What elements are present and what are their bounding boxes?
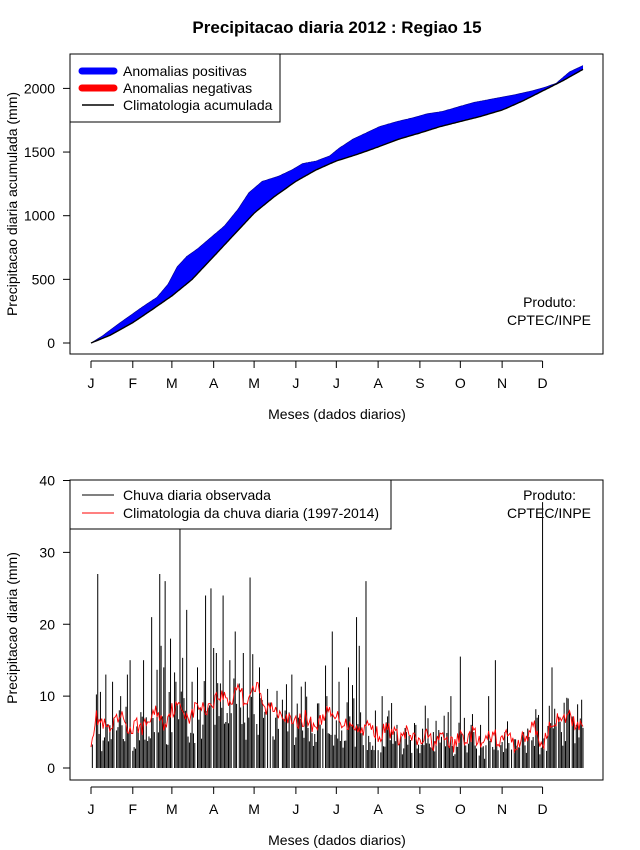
daily-precipitation-chart: 0 10 20 30 40 J F M A M J J A S O N D Meses (dados diar… xyxy=(4,473,604,848)
x-tick-label: A xyxy=(209,375,219,391)
x-tick-label: J xyxy=(88,801,95,817)
climatology-daily-line xyxy=(90,681,584,754)
cumulative-precipitation-chart: 0 500 1000 1500 2000 J F M A M J J A S O N D Meses (dad… xyxy=(4,53,604,422)
x-tick-label: J xyxy=(333,375,340,391)
y-tick-label: 0 xyxy=(47,760,55,776)
positive-anomaly-area xyxy=(91,65,583,343)
legend-label-climatology: Climatologia acumulada xyxy=(123,97,273,113)
product-label: Produto: xyxy=(523,487,576,503)
chart-title: Precipitacao diaria 2012 : Regiao 15 xyxy=(192,18,481,37)
x-tick-label: N xyxy=(497,801,507,817)
legend-label-observed: Chuva diaria observada xyxy=(123,487,271,503)
y-tick-label: 20 xyxy=(39,616,55,632)
y-tick-label: 1000 xyxy=(24,208,55,224)
product-label: Produto: xyxy=(523,294,576,310)
x-axis-label: Meses (dados diarios) xyxy=(268,406,406,422)
y-tick-label: 0 xyxy=(47,335,55,351)
y-tick-label: 40 xyxy=(39,473,55,489)
y-tick-label: 1500 xyxy=(24,144,55,160)
y-tick-label: 2000 xyxy=(24,80,55,96)
y-tick-label: 500 xyxy=(32,271,56,287)
x-tick-label: J xyxy=(333,801,340,817)
climatology-cumulative-line xyxy=(90,68,584,344)
x-tick-label: A xyxy=(209,801,219,817)
x-tick-label: M xyxy=(166,375,178,391)
legend-label-positive: Anomalias positivas xyxy=(123,63,247,79)
x-axis-label: Meses (dados diarios) xyxy=(268,832,406,848)
legend: Anomalias positivas Anomalias negativas … xyxy=(69,53,281,123)
y-axis-label: Precipitacao diaria acumulada (mm) xyxy=(4,92,20,316)
daily-bars xyxy=(91,502,584,768)
x-tick-label: F xyxy=(129,375,138,391)
x-tick-label: D xyxy=(537,375,547,391)
observed-cumulative-line xyxy=(90,65,584,344)
x-tick-label: F xyxy=(129,801,138,817)
x-tick-label: O xyxy=(455,801,466,817)
product-source: CPTEC/INPE xyxy=(507,505,591,521)
y-axis: 0 500 1000 1500 2000 xyxy=(24,80,71,351)
anomaly-area xyxy=(91,65,583,343)
x-tick-label: J xyxy=(292,801,299,817)
x-tick-label: M xyxy=(166,801,178,817)
x-tick-label: A xyxy=(373,375,383,391)
x-tick-label: J xyxy=(88,375,95,391)
legend-box xyxy=(69,479,392,530)
legend: Chuva diaria observada Climatologia da c… xyxy=(69,479,392,530)
climatology-line xyxy=(90,681,584,754)
x-tick-label: A xyxy=(373,801,383,817)
x-tick-label: S xyxy=(415,801,424,817)
x-tick-label: S xyxy=(415,375,424,391)
legend-label-negative: Anomalias negativas xyxy=(123,80,252,96)
series-lines xyxy=(90,65,584,344)
y-tick-label: 30 xyxy=(39,544,55,560)
y-axis: 0 10 20 30 40 xyxy=(39,473,71,776)
x-tick-label: M xyxy=(248,375,260,391)
x-tick-label: J xyxy=(292,375,299,391)
x-tick-label: O xyxy=(455,375,466,391)
y-tick-label: 10 xyxy=(39,688,55,704)
x-tick-label: D xyxy=(537,801,547,817)
product-source: CPTEC/INPE xyxy=(507,312,591,328)
y-axis-label: Precipitacao diaria (mm) xyxy=(4,552,20,704)
x-tick-label: N xyxy=(497,375,507,391)
legend-label-climatology: Climatologia da chuva diaria (1997-2014) xyxy=(123,505,379,521)
x-tick-label: M xyxy=(248,801,260,817)
